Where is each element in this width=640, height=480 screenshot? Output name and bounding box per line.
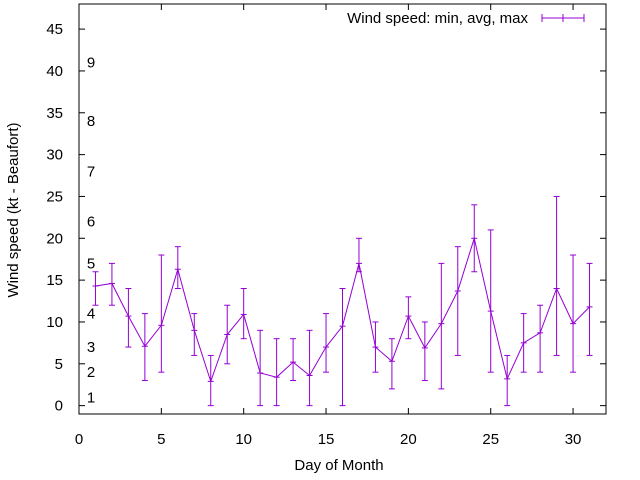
- beaufort-label: 4: [87, 306, 95, 323]
- beaufort-label: 7: [87, 163, 95, 180]
- x-tick-label: 20: [400, 431, 417, 448]
- beaufort-label: 3: [87, 339, 95, 356]
- y-tick-label: 0: [55, 398, 63, 415]
- x-tick-label: 30: [565, 431, 582, 448]
- y-tick-label: 25: [46, 188, 63, 205]
- legend-label: Wind speed: min, avg, max: [347, 10, 528, 27]
- x-tick-label: 25: [482, 431, 499, 448]
- x-tick-label: 10: [235, 431, 252, 448]
- y-tick-label: 35: [46, 105, 63, 122]
- y-axis-title: Wind speed (kt - Beaufort): [5, 122, 22, 297]
- error-bars: [92, 195, 593, 407]
- y-tick-label: 40: [46, 63, 63, 80]
- beaufort-scale: 1 2 3 4 5 6 7 8 9: [87, 55, 95, 407]
- y-tick-label: 45: [46, 21, 63, 38]
- beaufort-label: 5: [87, 255, 95, 272]
- x-tick-label: 0: [75, 431, 83, 448]
- legend: Wind speed: min, avg, max: [347, 10, 585, 27]
- beaufort-label: 8: [87, 113, 95, 130]
- y-tick-label: 30: [46, 147, 63, 164]
- beaufort-label: 1: [87, 389, 95, 406]
- data-points: [92, 237, 593, 382]
- y-tick-label: 5: [55, 356, 63, 373]
- x-tick-label: 5: [157, 431, 165, 448]
- beaufort-label: 2: [87, 364, 95, 381]
- y-tick-label: 15: [46, 272, 63, 289]
- y-tick-label: 10: [46, 314, 63, 331]
- y-tick-label: 20: [46, 230, 63, 247]
- plot-frame: [78, 3, 607, 415]
- x-axis-title: Day of Month: [294, 457, 383, 474]
- beaufort-label: 9: [87, 55, 95, 72]
- x-axis-ticks: 0 5 10 15 20 25 30: [75, 4, 582, 448]
- x-tick-label: 15: [318, 431, 335, 448]
- beaufort-label: 6: [87, 214, 95, 231]
